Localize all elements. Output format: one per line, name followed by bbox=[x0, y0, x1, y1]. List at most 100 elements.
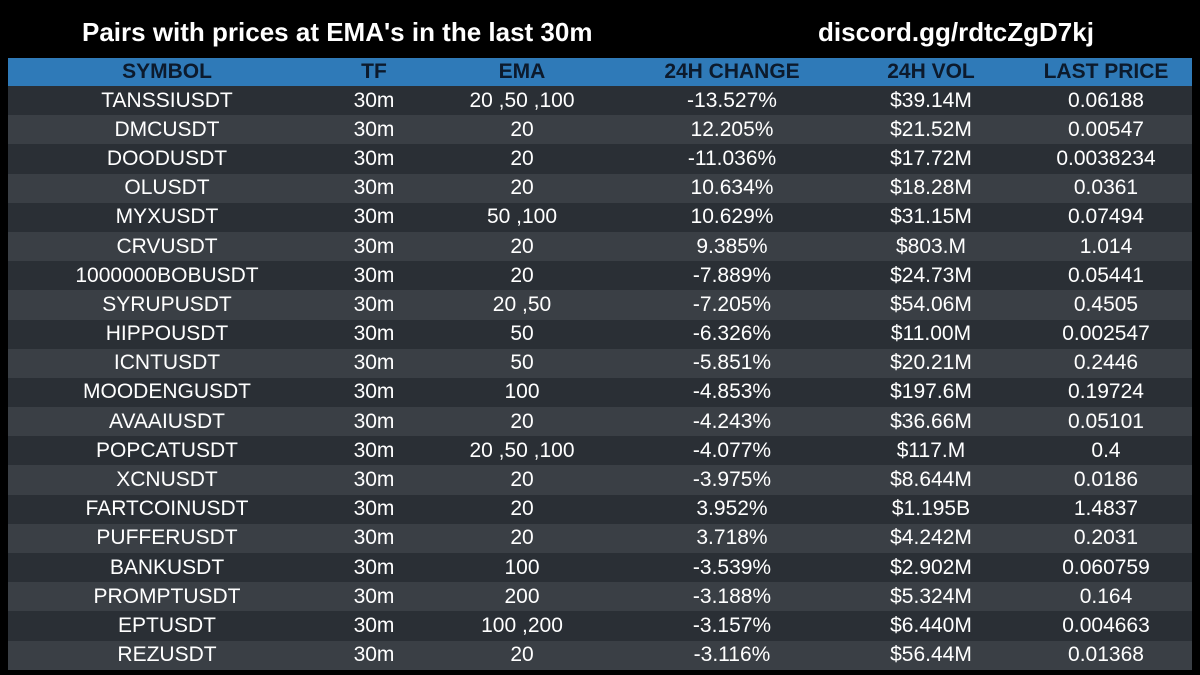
price-cell: 0.164 bbox=[1079, 584, 1133, 608]
tf-cell: 30m bbox=[353, 176, 395, 200]
change-cell: 3.718% bbox=[696, 526, 768, 550]
volume-cell: $803.M bbox=[895, 234, 967, 258]
change-cell: -3.188% bbox=[692, 584, 772, 608]
ema-cell: 100 ,200 bbox=[481, 613, 563, 637]
table-row[interactable]: PROMPTUSDT 30m 200 -3.188% $5.324M 0.164 bbox=[8, 582, 1192, 612]
ema-cell: 20 bbox=[510, 176, 534, 200]
page-title: Pairs with prices at EMA's in the last 3… bbox=[82, 17, 593, 47]
volume-cell: $2.902M bbox=[890, 555, 972, 579]
column-header-symbol[interactable]: SYMBOL bbox=[122, 60, 212, 83]
table-row[interactable]: 1000000BOBUSDT 30m 20 -7.889% $24.73M 0.05441 bbox=[8, 261, 1192, 291]
volume-cell: $39.14M bbox=[890, 88, 972, 112]
tf-cell: 30m bbox=[353, 351, 395, 375]
volume-cell: $31.15M bbox=[890, 205, 972, 229]
volume-cell: $24.73M bbox=[890, 263, 972, 287]
tf-cell: 30m bbox=[353, 526, 395, 550]
symbol-cell: HIPPOUSDT bbox=[105, 322, 229, 346]
tf-cell: 30m bbox=[353, 438, 395, 462]
column-header-24h-vol[interactable]: 24H VOL bbox=[887, 60, 975, 83]
tf-cell: 30m bbox=[353, 322, 395, 346]
tf-cell: 30m bbox=[353, 613, 395, 637]
volume-cell: $17.72M bbox=[890, 146, 972, 170]
table-body: TANSSIUSDT 30m 20 ,50 ,100 -13.527% $39.14M 0… bbox=[8, 86, 1192, 670]
table-row[interactable]: EPTUSDT 30m 100 ,200 -3.157% $6.440M 0.004663 bbox=[8, 611, 1192, 641]
volume-cell: $6.440M bbox=[890, 613, 972, 637]
table-row[interactable]: ICNTUSDT 30m 50 -5.851% $20.21M 0.2446 bbox=[8, 348, 1192, 378]
symbol-cell: MOODENGUSDT bbox=[83, 380, 251, 404]
table-row[interactable]: SYRUPUSDT 30m 20 ,50 -7.205% $54.06M 0.4505 bbox=[8, 290, 1192, 320]
ema-cell: 20 ,50 ,100 bbox=[469, 88, 575, 112]
symbol-cell: 1000000BOBUSDT bbox=[75, 263, 259, 287]
table-row[interactable]: DMCUSDT 30m 20 12.205% $21.52M 0.00547 bbox=[8, 115, 1192, 145]
tf-cell: 30m bbox=[353, 409, 395, 433]
price-cell: 0.07494 bbox=[1068, 205, 1144, 229]
volume-cell: $56.44M bbox=[890, 643, 972, 667]
change-cell: -13.527% bbox=[687, 88, 777, 112]
change-cell: -3.157% bbox=[692, 613, 772, 637]
price-cell: 1.014 bbox=[1079, 234, 1133, 258]
pairs-table: SYMBOL TF EMA 24H CHANGE 24H VOL LAST PR… bbox=[8, 58, 1192, 670]
column-header-last-price[interactable]: LAST PRICE bbox=[1043, 60, 1169, 83]
table-row[interactable]: TANSSIUSDT 30m 20 ,50 ,100 -13.527% $39.14M 0… bbox=[8, 86, 1192, 116]
symbol-cell: BANKUSDT bbox=[109, 555, 225, 579]
ema-cell: 20 bbox=[510, 409, 534, 433]
symbol-cell: MYXUSDT bbox=[115, 205, 219, 229]
column-header-ema[interactable]: EMA bbox=[498, 60, 546, 83]
change-cell: -3.975% bbox=[692, 468, 772, 492]
symbol-cell: OLUSDT bbox=[124, 176, 210, 200]
table-row[interactable]: REZUSDT 30m 20 -3.116% $56.44M 0.01368 bbox=[8, 640, 1192, 670]
price-cell: 0.00547 bbox=[1068, 117, 1144, 141]
table-row[interactable]: MYXUSDT 30m 50 ,100 10.629% $31.15M 0.07494 bbox=[8, 202, 1192, 232]
column-header-24h-change[interactable]: 24H CHANGE bbox=[664, 60, 800, 83]
table-header-row: SYMBOL TF EMA 24H CHANGE 24H VOL LAST PR… bbox=[8, 58, 1192, 86]
ema-cell: 20 bbox=[510, 263, 534, 287]
change-cell: -3.539% bbox=[692, 555, 772, 579]
column-header-tf[interactable]: TF bbox=[361, 60, 387, 83]
price-cell: 0.0361 bbox=[1073, 176, 1139, 200]
tf-cell: 30m bbox=[353, 263, 395, 287]
table-row[interactable]: BANKUSDT 30m 100 -3.539% $2.902M 0.060759 bbox=[8, 553, 1192, 583]
volume-cell: $54.06M bbox=[890, 292, 972, 316]
discord-link[interactable]: discord.gg/rdtcZgD7kj bbox=[818, 17, 1094, 47]
table-row[interactable]: AVAAIUSDT 30m 20 -4.243% $36.66M 0.05101 bbox=[8, 407, 1192, 437]
volume-cell: $11.00M bbox=[890, 322, 972, 346]
change-cell: -11.036% bbox=[687, 146, 777, 170]
header: Pairs with prices at EMA's in the last 3… bbox=[0, 0, 1200, 60]
table-row[interactable]: OLUSDT 30m 20 10.634% $18.28M 0.0361 bbox=[8, 173, 1192, 203]
ema-cell: 20 ,50 ,100 bbox=[469, 438, 575, 462]
price-cell: 0.060759 bbox=[1062, 555, 1150, 579]
volume-cell: $36.66M bbox=[890, 409, 972, 433]
price-cell: 0.002547 bbox=[1062, 322, 1150, 346]
ema-cell: 20 bbox=[510, 643, 534, 667]
table-row[interactable]: MOODENGUSDT 30m 100 -4.853% $197.6M 0.19724 bbox=[8, 377, 1192, 408]
tf-cell: 30m bbox=[353, 643, 395, 667]
volume-cell: $18.28M bbox=[890, 176, 972, 200]
symbol-cell: CRVUSDT bbox=[116, 234, 218, 258]
table-row[interactable]: PUFFERUSDT 30m 20 3.718% $4.242M 0.2031 bbox=[8, 523, 1192, 553]
table-row[interactable]: HIPPOUSDT 30m 50 -6.326% $11.00M 0.002547 bbox=[8, 319, 1192, 349]
volume-cell: $1.195B bbox=[891, 497, 971, 521]
table-row[interactable]: FARTCOINUSDT 30m 20 3.952% $1.195B 1.4837 bbox=[8, 494, 1192, 524]
symbol-cell: POPCATUSDT bbox=[96, 438, 238, 462]
ema-cell: 20 ,50 bbox=[492, 292, 552, 316]
volume-cell: $8.644M bbox=[890, 468, 972, 492]
price-cell: 0.05101 bbox=[1068, 409, 1144, 433]
tf-cell: 30m bbox=[353, 292, 395, 316]
price-cell: 0.01368 bbox=[1068, 643, 1144, 667]
tf-cell: 30m bbox=[353, 584, 395, 608]
ema-cell: 50 ,100 bbox=[486, 205, 558, 229]
ema-cell: 20 bbox=[510, 526, 534, 550]
table-row[interactable]: XCNUSDT 30m 20 -3.975% $8.644M 0.0186 bbox=[8, 465, 1192, 495]
table-row[interactable]: POPCATUSDT 30m 20 ,50 ,100 -4.077% $117.M 0.4 bbox=[8, 436, 1192, 466]
table-row[interactable]: DOODUSDT 30m 20 -11.036% $17.72M 0.0038234 bbox=[8, 144, 1192, 174]
tf-cell: 30m bbox=[353, 88, 395, 112]
price-cell: 0.004663 bbox=[1062, 613, 1150, 637]
tf-cell: 30m bbox=[353, 117, 395, 141]
tf-cell: 30m bbox=[353, 205, 395, 229]
ema-cell: 100 bbox=[504, 380, 540, 404]
change-cell: -3.116% bbox=[693, 643, 771, 667]
volume-cell: $20.21M bbox=[890, 351, 972, 375]
change-cell: -7.889% bbox=[692, 263, 772, 287]
table-row[interactable]: CRVUSDT 30m 20 9.385% $803.M 1.014 bbox=[8, 231, 1192, 262]
